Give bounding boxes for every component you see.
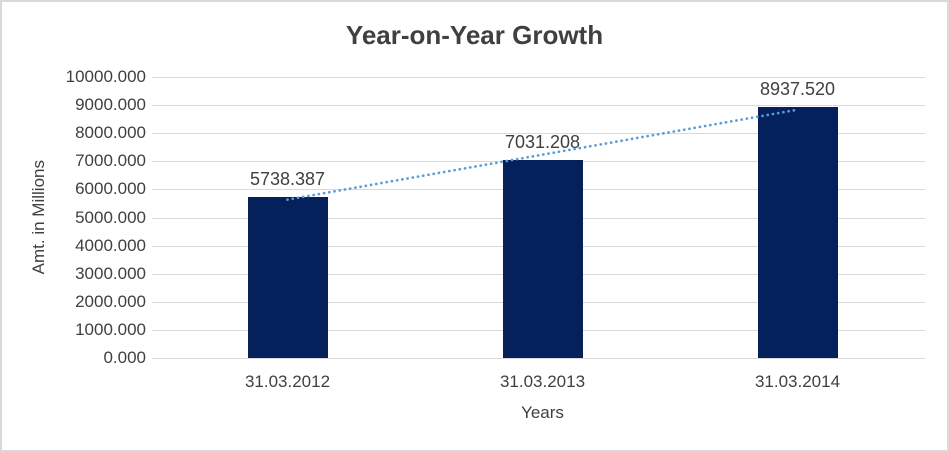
y-tick-label: 5000.000 bbox=[75, 207, 146, 227]
x-tick-label: 31.03.2013 bbox=[499, 372, 586, 391]
data-label: 8937.520 bbox=[759, 78, 836, 99]
gridline bbox=[160, 105, 925, 107]
y-tick-label: 3000.000 bbox=[75, 263, 146, 283]
y-tick-mark bbox=[152, 329, 160, 331]
data-label: 5738.387 bbox=[249, 168, 326, 189]
y-tick-label: 6000.000 bbox=[75, 179, 146, 199]
gridline bbox=[160, 77, 925, 78]
y-tick-mark bbox=[152, 217, 160, 219]
y-tick-mark bbox=[152, 105, 160, 107]
y-tick-label: 8000.000 bbox=[75, 123, 146, 143]
y-tick-mark bbox=[152, 133, 160, 135]
bar bbox=[502, 160, 583, 358]
y-tick-label: 2000.000 bbox=[75, 291, 146, 311]
data-label: 7031.208 bbox=[504, 132, 581, 153]
chart-title: Year-on-Year Growth bbox=[345, 20, 604, 50]
y-tick-mark bbox=[152, 358, 160, 359]
y-tick-mark bbox=[152, 245, 160, 247]
y-tick-mark bbox=[152, 77, 160, 78]
bar bbox=[247, 196, 328, 358]
y-tick-label: 0.000 bbox=[103, 348, 146, 367]
y-tick-mark bbox=[152, 273, 160, 275]
y-tick-label: 7000.000 bbox=[75, 151, 146, 171]
gridline bbox=[160, 358, 925, 359]
y-tick-label: 1000.000 bbox=[75, 319, 146, 339]
x-tick-label: 31.03.2014 bbox=[754, 372, 841, 391]
y-tick-mark bbox=[152, 301, 160, 303]
y-tick-mark bbox=[152, 189, 160, 191]
x-tick-label: 31.03.2012 bbox=[244, 372, 331, 391]
y-tick-label: 10000.000 bbox=[65, 67, 146, 86]
x-axis-title: Years bbox=[521, 403, 564, 422]
y-tick-label: 9000.000 bbox=[75, 95, 146, 115]
plot-area: 0.000 1000.000 2000.000 3000.000 4000.000 500… bbox=[66, 67, 925, 391]
y-tick-label: 4000.000 bbox=[75, 235, 146, 255]
y-tick-mark bbox=[152, 161, 160, 163]
bar bbox=[757, 106, 838, 358]
